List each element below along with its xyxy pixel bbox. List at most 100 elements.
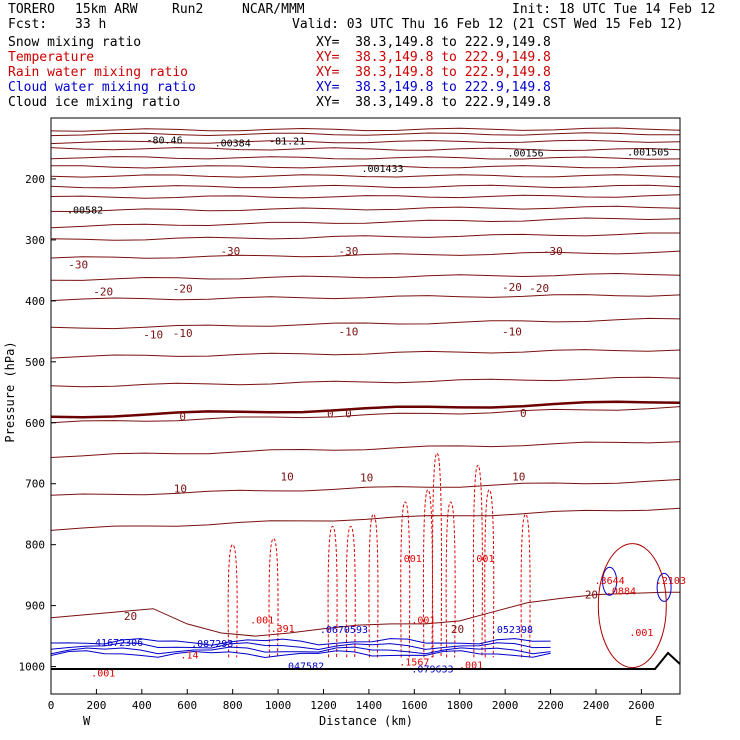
y-tick-label: 400 [25,295,45,308]
axes: 0 200 400 600 800 1000 1200 1400 1600 1800 2000 220… [19,173,655,712]
temperature-contour-label: 10 [174,483,187,496]
temperature-contour-line [51,165,681,169]
terrain-line [51,651,681,670]
temperature-contour-line [50,174,681,178]
temperature-contour-label: -30 [543,245,563,258]
maximum-label: .001 [398,554,422,565]
field-xy-cloud-water: XY= 38.3,149.8 to 222.9,149.8 [316,80,551,95]
rain-water-contour [484,489,495,658]
freezing-level-contour [50,400,681,419]
y-tick-label: 900 [25,600,45,613]
temperature-contour-label: 10 [512,470,525,483]
rain-water-contour [345,525,356,658]
temperature-contour-line [50,294,681,302]
header-org: NCAR/MMM [242,2,305,17]
temperature-contour-20 [50,591,680,637]
temperature-contour-label: -20 [502,281,522,294]
field-xy-snow: XY= 38.3,149.8 to 222.9,149.8 [316,35,551,50]
temperature-contour-line [50,217,681,229]
maximum-label: .3644 [595,576,625,587]
temperature-contour-label: -30 [220,245,240,258]
maximum-label: .0884 [606,586,636,597]
temperature-contour-label: 20 [585,589,598,602]
temperature-contour-label: 10 [281,470,294,483]
x-tick-label: 600 [177,699,197,712]
field-xy-cloud-ice: XY= 38.3,149.8 to 222.9,149.8 [316,95,551,110]
direction-east: E [655,714,662,728]
temperature-contour-label: -10 [143,328,163,341]
maximum-label: .001 [91,669,115,680]
header-model: TORERO [8,2,55,17]
x-tick-label: 1800 [446,699,473,712]
header-valid: Valid: 03 UTC Thu 16 Feb 12 (21 CST Wed … [292,17,684,32]
y-tick-label: 300 [25,234,45,247]
cloud-water-contour [50,650,551,659]
temperature-contour-label: 0 [520,407,527,420]
rain-water-contour [520,513,531,658]
y-tick-label: 200 [25,173,45,186]
x-tick-label: 2200 [537,699,564,712]
x-tick-label: 2600 [628,699,655,712]
temperature-contour-label: 0 [327,408,334,421]
x-tick-label: 2400 [583,699,610,712]
cloud-water-contour [50,642,551,651]
maximum-label: .001 [459,661,483,672]
temperature-contour-line [50,147,681,152]
temperature-contour-label: -20 [529,282,549,295]
maximum-label: .2103 [656,576,686,587]
maximum-label: .00582 [67,205,103,216]
temperature-contour-label: -10 [173,327,193,340]
maximum-label: .14 [180,650,198,661]
field-name-cloud-water: Cloud water mixing ratio [8,80,196,95]
temperature-contour-line [50,194,681,199]
maximum-label: .001 [250,616,274,627]
moisture-contours [50,452,672,669]
field-name-rain: Rain water mixing ratio [8,65,189,80]
temperature-contour-line [50,184,681,189]
temperature-contour-label: 10 [360,472,373,485]
x-tick-label: 1200 [310,699,337,712]
y-tick-label: 700 [25,478,45,491]
y-tick-label: 500 [25,356,45,369]
temperature-contour-line [50,376,681,388]
rain-water-contour [268,538,279,658]
field-name-cloud-ice: Cloud ice mixing ratio [8,95,181,110]
x-tick-label: 0 [48,699,55,712]
temperature-contour-label: -30 [68,258,88,271]
temperature-contour-line [50,205,681,213]
field-xy-rain: XY= 38.3,149.8 to 222.9,149.8 [316,65,551,80]
maximum-label: .001433 [361,164,403,175]
maximum-label: .00384 [215,138,251,149]
maximum-label: .001 [470,554,494,565]
y-tick-label: 800 [25,539,45,552]
maximum-label: .052398 [491,625,533,636]
header-fcst-label: Fcst: [8,17,48,32]
field-xy-temperature: XY= 38.3,149.8 to 222.9,149.8 [316,50,551,65]
temperature-contour-line [50,272,681,281]
x-tick-label: 1000 [265,699,292,712]
maximum-label: .087293 [191,639,233,650]
rain-water-contour [400,501,411,658]
temperature-contour-line [50,139,681,145]
temperature-contour-line [50,349,681,359]
maximum-label: .391 [271,624,295,635]
temperature-contour-line [50,156,681,160]
temperature-contour-label: 0 [179,411,186,424]
x-axis-label: Distance (km) [319,714,413,728]
temperature-contour-label: 20 [451,623,464,636]
rain-water-contour [422,489,433,658]
maximum-label: .001505 [627,148,669,159]
x-tick-label: 1400 [356,699,383,712]
cloud-water-contour [50,646,551,655]
temperature-closed-contour [597,543,667,669]
maximum-label: 41672306 [95,638,143,649]
maximum-label: .047582 [282,661,324,672]
maximum-label: .001 [411,616,435,627]
y-tick-label: 600 [25,417,45,430]
x-tick-label: 400 [132,699,152,712]
field-name-temperature: Temperature [8,50,95,65]
header-run: Run2 [172,2,204,17]
x-tick-label: 1600 [401,699,428,712]
x-tick-label: 200 [86,699,106,712]
